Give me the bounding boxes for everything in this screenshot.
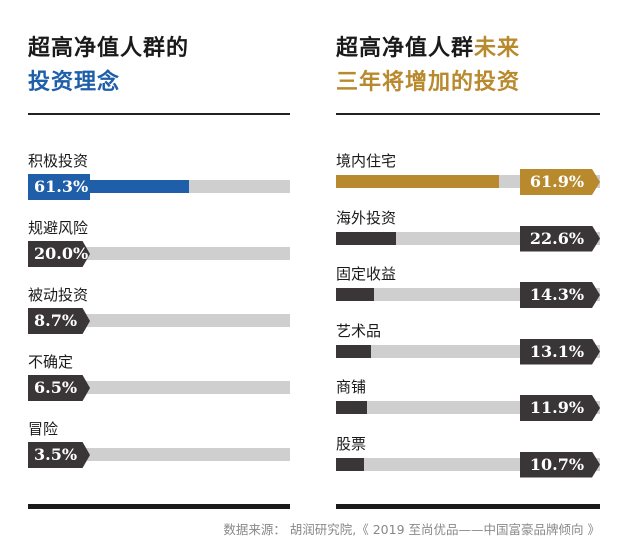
- bar-category-label: 海外投资: [336, 208, 397, 227]
- bar-category-label: 境内住宅: [336, 152, 397, 170]
- bar-item: 冒险 3.5%: [28, 418, 290, 474]
- bar-value-label: 11.9%: [520, 395, 600, 421]
- bar-value-label: 22.6%: [520, 225, 600, 252]
- bar-category-label: 规避风险: [28, 219, 89, 237]
- bar-value-label: 3.5%: [28, 442, 90, 468]
- right-title-divider: [336, 113, 600, 115]
- bar-item: 不确定 6.5%: [28, 351, 290, 407]
- bar-category-label: 艺术品: [336, 321, 382, 340]
- right-title-line2: 三年将增加的投资: [336, 70, 521, 95]
- bar-fill: [336, 175, 500, 188]
- left-title-line2: 投资理念: [28, 70, 121, 95]
- bar-item: 境内住宅 61.9%: [336, 150, 600, 206]
- bar-fill: [336, 344, 371, 358]
- bar-value-label: 61.9%: [520, 169, 600, 195]
- bar-item: 固定收益 14.3%: [336, 263, 600, 319]
- bar-value-label: 6.5%: [28, 375, 90, 401]
- bar-category-label: 不确定: [28, 353, 74, 371]
- bar-value-label: 10.7%: [520, 451, 600, 478]
- bar-item: 积极投资 61.3%: [28, 150, 290, 206]
- bar-value-label: 13.1%: [520, 338, 600, 365]
- bar-item: 规避风险 20.0%: [28, 217, 290, 273]
- right-title-line1: 超高净值人群未来: [336, 30, 520, 62]
- bar-item: 商铺 11.9%: [336, 376, 600, 432]
- source-note: 数据来源： 胡润研究院,《 2019 至尚优品——中国富豪品牌倾向 》: [223, 522, 600, 537]
- bar-category-label: 积极投资: [28, 152, 89, 170]
- bar-value-label: 20.0%: [28, 241, 90, 267]
- bar-item: 艺术品 13.1%: [336, 320, 600, 376]
- bar-value-label: 8.7%: [28, 308, 90, 334]
- bar-category-label: 商铺: [336, 378, 367, 396]
- left-bottom-rule: [28, 504, 290, 509]
- bar-category-label: 固定收益: [336, 265, 397, 283]
- right-title-line1-part2: 未来: [474, 36, 521, 61]
- bar-item: 海外投资 22.6%: [336, 207, 600, 263]
- right-bottom-rule: [336, 504, 600, 509]
- left-title-line1: 超高净值人群的: [28, 36, 190, 61]
- bar-category-label: 冒险: [28, 420, 59, 438]
- bar-value-label: 14.3%: [520, 282, 600, 308]
- bar-fill: [336, 231, 396, 245]
- bar-fill: [336, 457, 365, 471]
- bar-item: 被动投资 8.7%: [28, 284, 290, 340]
- bar-item: 股票 10.7%: [336, 433, 600, 489]
- bar-value-label: 61.3%: [28, 174, 90, 200]
- bar-category-label: 被动投资: [28, 286, 89, 304]
- left-title-divider: [28, 113, 290, 115]
- bar-fill: [336, 401, 368, 414]
- bar-category-label: 股票: [336, 434, 367, 453]
- bar-fill: [336, 288, 374, 301]
- right-title-line1-part1: 超高净值人群: [336, 36, 475, 61]
